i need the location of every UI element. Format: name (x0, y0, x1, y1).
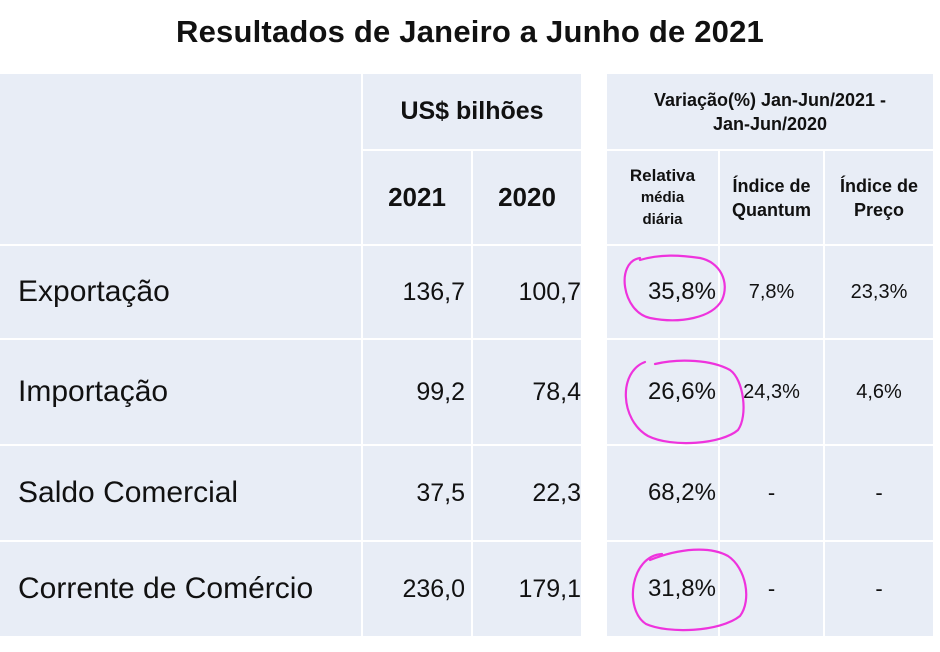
value-2020-saldo-comercial: 22,3 (473, 446, 581, 540)
value-2021-saldo-comercial: 37,5 (363, 446, 471, 540)
value-2021-exportacao: 136,7 (363, 246, 471, 338)
value-2020-corrente-de-comercio: 179,1 (473, 542, 581, 636)
header-preco-line1: Índice de (839, 175, 919, 196)
quantum-saldo-comercial: - (720, 446, 823, 540)
preco-saldo-comercial: - (825, 446, 933, 540)
header-relativa-line3: diária (642, 210, 683, 228)
page-title: Resultados de Janeiro a Junho de 2021 (176, 14, 764, 49)
preco-importacao: 4,6% (825, 340, 933, 444)
value-2020-importacao: 78,4 (473, 340, 581, 444)
header-relativa-line2: média (640, 188, 685, 206)
header-year-2020: 2020 (473, 151, 581, 244)
header-quantum: Índice de Quantum (720, 151, 823, 244)
preco-exportacao: 23,3% (825, 246, 933, 338)
header-quantum-line2: Quantum (732, 199, 811, 220)
quantum-exportacao: 7,8% (720, 246, 823, 338)
header-preco-line2: Preço (853, 199, 905, 220)
value-2020-exportacao: 100,7 (473, 246, 581, 338)
row-label-saldo-comercial: Saldo Comercial (0, 446, 361, 540)
header-empty-cell (0, 74, 361, 244)
header-relativa: Relativa média diária (607, 151, 718, 244)
header-currency: US$ bilhões (363, 74, 581, 149)
relativa-saldo-comercial: 68,2% (607, 446, 718, 540)
quantum-corrente-de-comercio: - (720, 542, 823, 636)
header-year-2021: 2021 (363, 151, 471, 244)
header-preco: Índice de Preço (825, 151, 933, 244)
row-label-importacao: Importação (0, 340, 361, 444)
row-label-corrente-de-comercio: Corrente de Comércio (0, 542, 361, 636)
quantum-importacao: 24,3% (720, 340, 823, 444)
relativa-corrente-de-comercio: 31,8% (607, 542, 718, 636)
row-label-exportacao: Exportação (0, 246, 361, 338)
header-quantum-line1: Índice de (732, 175, 811, 196)
value-2021-importacao: 99,2 (363, 340, 471, 444)
header-relativa-line1: Relativa (629, 165, 696, 185)
value-2021-corrente-de-comercio: 236,0 (363, 542, 471, 636)
relativa-exportacao: 35,8% (607, 246, 718, 338)
relativa-importacao: 26,6% (607, 340, 718, 444)
preco-corrente-de-comercio: - (825, 542, 933, 636)
header-variation: Variação(%) Jan-Jun/2021 - Jan-Jun/2020 (607, 74, 933, 149)
